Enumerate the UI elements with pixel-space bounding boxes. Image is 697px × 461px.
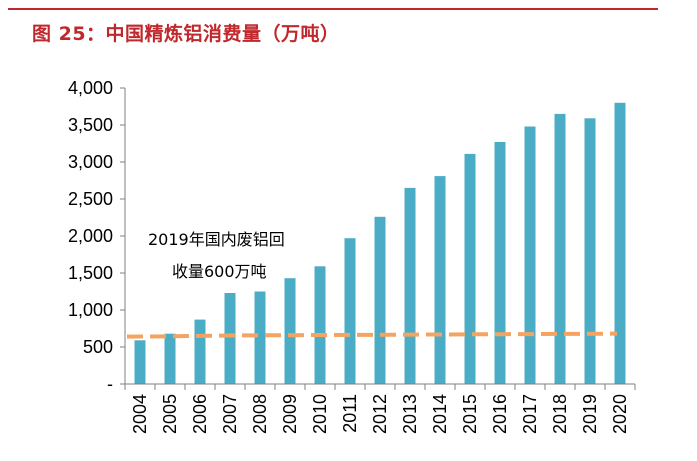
x-tick-label: 2005 <box>160 394 180 434</box>
bar-2012 <box>374 216 386 384</box>
x-tick-label: 2020 <box>610 394 630 434</box>
annotation-line-1: 2019年国内废铝回 <box>148 230 285 249</box>
x-tick-label: 2012 <box>370 394 390 434</box>
chart-title: 图 25：中国精炼铝消费量（万吨） <box>32 23 340 45</box>
y-tick-label: 1,500 <box>68 263 113 283</box>
x-tick-label: 2004 <box>130 394 150 434</box>
x-tick-label: 2010 <box>310 394 330 434</box>
bars-group <box>134 102 626 385</box>
bar-2009 <box>284 278 296 384</box>
axes-group <box>120 87 636 390</box>
bar-2014 <box>434 176 446 384</box>
title-rule <box>8 8 658 10</box>
x-tick-label: 2013 <box>400 394 420 434</box>
bar-2017 <box>524 126 536 384</box>
bar-2016 <box>494 142 506 384</box>
x-tick-labels: 2004 2005 2006 2007 2008 2009 2010 2011 2012 2013… <box>130 394 630 434</box>
bar-2010 <box>314 266 326 384</box>
recycle-dashed-line <box>126 331 618 339</box>
bar-2005 <box>164 333 176 384</box>
bar-2020 <box>614 102 626 385</box>
x-tick-label: 2019 <box>580 394 600 434</box>
x-tick-label: 2006 <box>190 394 210 434</box>
x-tick-label: 2007 <box>220 394 240 434</box>
annotation-line-2: 收量600万吨 <box>172 262 267 281</box>
x-tick-label: 2016 <box>490 394 510 434</box>
bar-2004 <box>134 340 146 384</box>
bar-2011 <box>344 238 356 384</box>
x-tick-label: 2009 <box>280 394 300 434</box>
y-tick-label: 2,500 <box>68 189 113 209</box>
bar-2007 <box>224 293 236 384</box>
y-tick-label: 2,000 <box>68 226 113 246</box>
bar-2008 <box>254 291 266 384</box>
y-tick-label: 500 <box>83 337 113 357</box>
bar-2015 <box>464 153 476 384</box>
bar-2013 <box>404 187 416 384</box>
y-tick-labels: - 500 1,000 1,500 2,000 2,500 3,000 3,500 4,000 <box>68 78 113 394</box>
bar-2019 <box>584 118 596 385</box>
y-tick-label: 1,000 <box>68 300 113 320</box>
x-tick-label: 2018 <box>550 394 570 434</box>
bar-2006 <box>194 319 206 384</box>
x-tick-label: 2015 <box>460 394 480 434</box>
x-tick-label: 2008 <box>250 394 270 434</box>
y-tick-label: 3,000 <box>68 152 113 172</box>
y-tick-label: 4,000 <box>68 78 113 98</box>
x-tick-label: 2017 <box>520 394 540 434</box>
y-tick-label: 3,500 <box>68 115 113 135</box>
bar-2018 <box>554 113 566 385</box>
y-tick-label: - <box>107 374 113 394</box>
x-tick-label: 2014 <box>430 394 450 434</box>
x-tick-label: 2011 <box>340 394 360 433</box>
